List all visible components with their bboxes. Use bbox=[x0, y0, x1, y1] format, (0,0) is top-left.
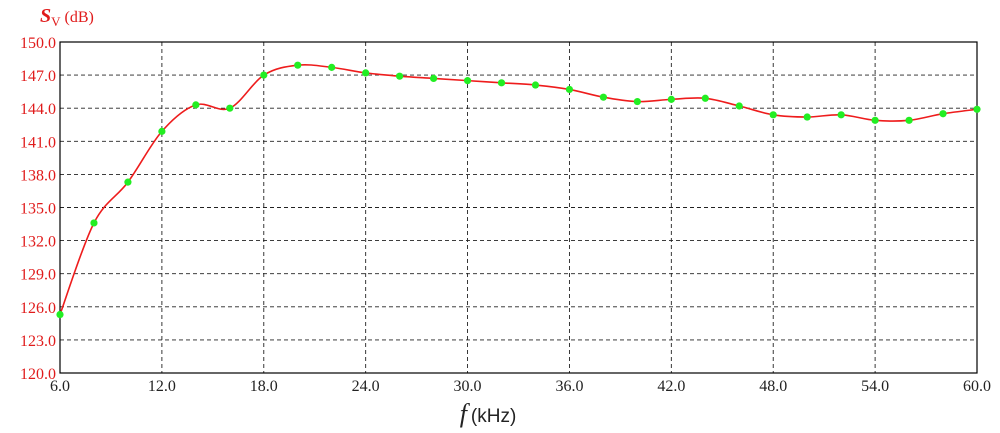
y-axis-label: SV (dB) bbox=[40, 5, 94, 29]
data-point bbox=[396, 72, 404, 80]
data-point bbox=[701, 94, 709, 102]
plot-frame bbox=[59, 41, 978, 374]
y-axis-label-unit: (dB) bbox=[65, 9, 94, 26]
x-tick-label: 48.0 bbox=[759, 378, 787, 395]
data-point bbox=[362, 69, 370, 77]
x-tick-label: 18.0 bbox=[250, 378, 278, 395]
y-tick-label: 138.0 bbox=[20, 167, 56, 184]
data-point bbox=[565, 85, 574, 94]
data-point bbox=[497, 79, 506, 87]
grid bbox=[60, 42, 977, 373]
y-axis: 120.0 123.0 126.0 129.0 132.0 135.0 138.0 141.0… bbox=[20, 35, 56, 383]
data-point bbox=[871, 116, 879, 124]
y-tick-label: 150.0 bbox=[20, 35, 56, 52]
y-tick-label: 135.0 bbox=[20, 201, 56, 218]
x-tick-label: 42.0 bbox=[657, 378, 685, 395]
x-tick-label: 30.0 bbox=[454, 378, 482, 395]
data-point bbox=[769, 111, 777, 119]
data-point bbox=[667, 95, 675, 103]
x-tick-label: 12.0 bbox=[148, 378, 176, 395]
y-tick-label: 147.0 bbox=[20, 68, 56, 85]
y-tick-label: 120.0 bbox=[20, 366, 56, 383]
x-tick-label: 60.0 bbox=[963, 378, 991, 395]
data-point bbox=[429, 74, 438, 83]
data-point bbox=[803, 113, 811, 121]
y-tick-label: 132.0 bbox=[20, 234, 56, 251]
y-tick-label: 123.0 bbox=[20, 333, 56, 350]
x-tick-label: 54.0 bbox=[861, 378, 889, 395]
y-tick-label: 126.0 bbox=[20, 300, 56, 317]
data-point bbox=[158, 127, 166, 135]
data-point bbox=[192, 101, 200, 109]
data-point bbox=[905, 116, 913, 124]
data-point bbox=[837, 111, 845, 119]
data-point bbox=[328, 63, 336, 71]
y-tick-label: 129.0 bbox=[20, 267, 56, 284]
data-point bbox=[260, 71, 268, 79]
data-point bbox=[294, 61, 302, 69]
data-point bbox=[90, 219, 98, 227]
data-point bbox=[463, 77, 472, 85]
data-point bbox=[633, 97, 641, 106]
y-axis-label-symbol: S bbox=[40, 5, 51, 27]
y-tick-label: 144.0 bbox=[20, 101, 56, 118]
data-point bbox=[531, 81, 540, 89]
x-axis: 6.0 12.0 18.0 24.0 30.0 36.0 42.0 48.0 54.0 60.0 bbox=[50, 378, 991, 395]
data-point bbox=[973, 105, 981, 113]
x-axis-label-symbol: f bbox=[460, 399, 471, 428]
data-point bbox=[124, 178, 132, 186]
y-axis-label-subscript: V bbox=[51, 14, 61, 29]
data-point bbox=[735, 102, 743, 110]
markers-group bbox=[56, 61, 981, 319]
x-tick-label: 24.0 bbox=[352, 378, 380, 395]
series-line-group bbox=[59, 63, 978, 315]
data-point bbox=[226, 104, 234, 112]
x-tick-label: 6.0 bbox=[50, 378, 70, 395]
y-tick-label: 141.0 bbox=[20, 134, 56, 151]
x-tick-label: 36.0 bbox=[555, 378, 583, 395]
data-point bbox=[599, 93, 608, 101]
data-point bbox=[939, 110, 947, 118]
data-point bbox=[56, 310, 64, 319]
x-axis-label: f (kHz) bbox=[460, 399, 517, 428]
series-line bbox=[59, 63, 978, 315]
x-axis-label-unit: (kHz) bbox=[471, 406, 516, 427]
